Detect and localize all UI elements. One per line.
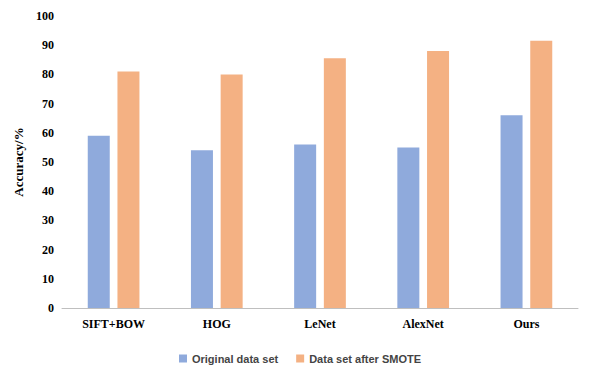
svg-text:80: 80 [42,67,54,81]
svg-text:10: 10 [42,272,54,286]
svg-text:70: 70 [42,97,54,111]
svg-text:60: 60 [42,126,54,140]
svg-text:LeNet: LeNet [304,317,335,331]
svg-text:Accuracy/%: Accuracy/% [11,127,26,196]
svg-text:SIFT+BOW: SIFT+BOW [82,317,145,331]
svg-text:30: 30 [42,213,54,227]
svg-text:0: 0 [48,301,54,315]
svg-text:20: 20 [42,243,54,257]
svg-text:90: 90 [42,38,54,52]
svg-text:50: 50 [42,155,54,169]
svg-text:100: 100 [36,9,54,23]
svg-text:Ours: Ours [513,317,539,331]
svg-text:HOG: HOG [203,317,231,331]
svg-text:Original data set: Original data set [192,353,279,365]
svg-text:AlexNet: AlexNet [403,317,444,331]
svg-text:Data set after SMOTE: Data set after SMOTE [309,353,421,365]
svg-text:40: 40 [42,184,54,198]
